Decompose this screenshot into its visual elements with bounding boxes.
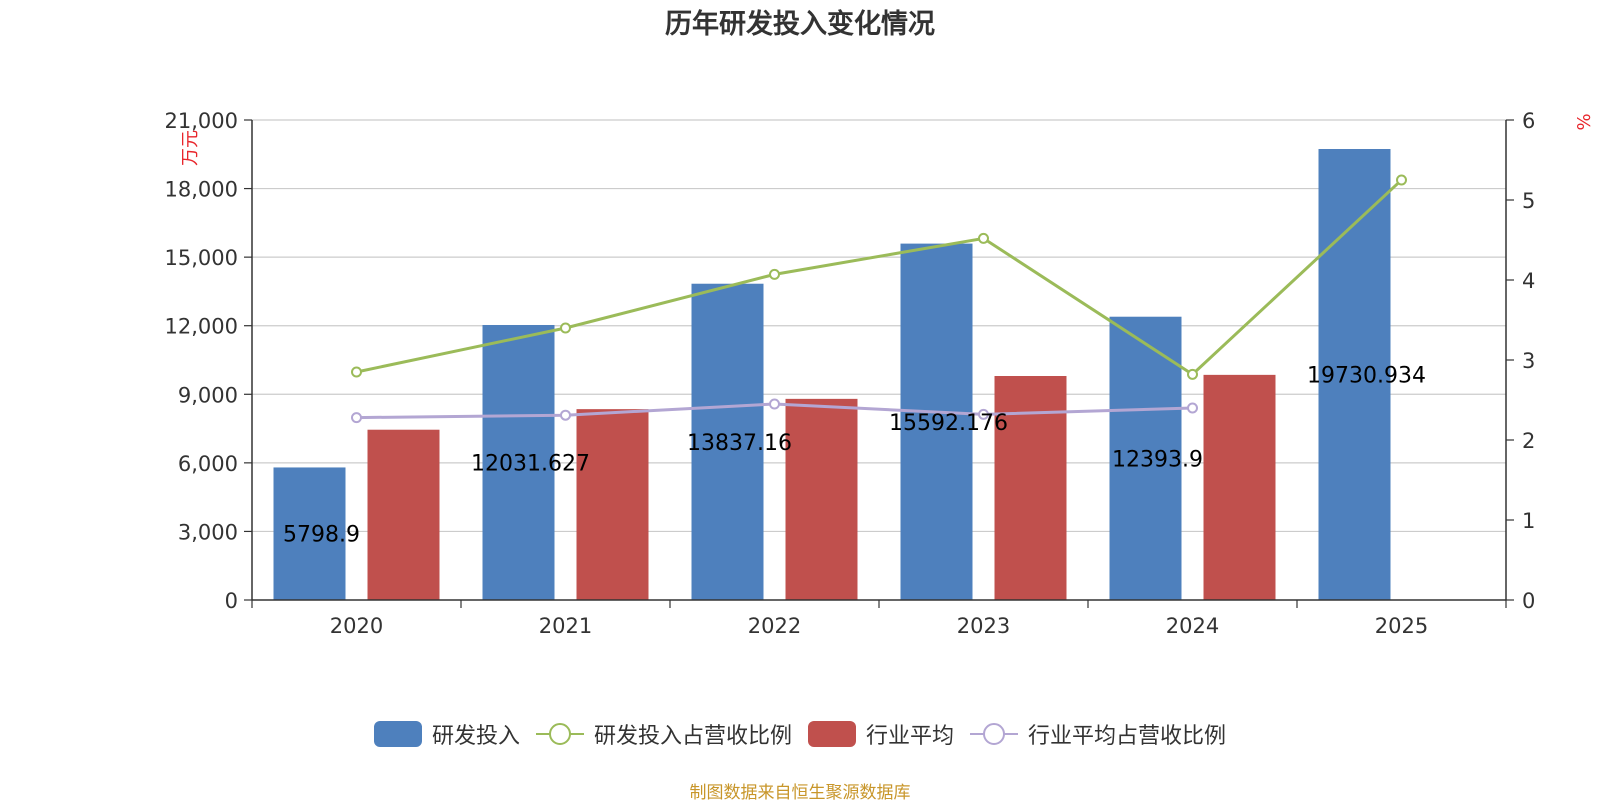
legend-swatch-rd-invest <box>373 721 422 747</box>
x-tick-label: 2020 <box>330 614 383 638</box>
y-right-tick-label: 3 <box>1522 349 1535 373</box>
data-label-rd-invest: 15592.176 <box>889 411 1008 436</box>
data-label-rd-invest: 12393.9 <box>1112 447 1203 472</box>
bar-industry-avg-2021 <box>576 409 649 600</box>
bar-rd-invest-2022 <box>691 283 764 600</box>
legend-label-rd-invest: 研发投入 <box>431 724 520 749</box>
bar-rd-invest-2020 <box>273 467 346 600</box>
y-left-tick-label: 12,000 <box>165 315 238 339</box>
x-tick-label: 2024 <box>1166 614 1219 638</box>
legend-swatch-rd-ratio <box>535 723 584 745</box>
point-rd_ratio <box>978 232 989 244</box>
x-tick-label: 2022 <box>748 614 801 638</box>
legend-swatch-industry-ratio <box>970 723 1019 745</box>
y-left-tick-label: 0 <box>225 589 238 613</box>
y-left-axis-title: 万元 <box>180 130 201 166</box>
line-rd_ratio <box>356 178 1403 377</box>
y-right-tick-label: 6 <box>1522 109 1535 133</box>
y-left-tick-label: 6,000 <box>178 452 238 476</box>
axes: 0 3,000 6,000 9,000 12,000 15,000 18,000 21,000… <box>165 109 1595 638</box>
point-rd_ratio <box>560 322 571 334</box>
bar-rd-invest-2024 <box>1109 316 1182 600</box>
point-industry_ratio <box>769 398 780 410</box>
y-right-tick-label: 2 <box>1522 429 1535 453</box>
series-lines <box>351 174 1407 424</box>
legend-swatch-industry-avg <box>808 721 856 747</box>
chart-title: 历年研发投入变化情况 <box>665 9 935 40</box>
bar-industry-avg-2020 <box>367 429 440 600</box>
y-right-tick-label: 5 <box>1522 189 1535 213</box>
legend-label-industry-ratio: 行业平均占营收比例 <box>1028 724 1227 749</box>
legend-item-rd-ratio[interactable]: 研发投入占营收比例 <box>535 718 792 750</box>
y-right-tick-label: 0 <box>1522 589 1535 613</box>
y-right-tick-label: 4 <box>1522 269 1535 293</box>
data-label-rd-invest: 13837.16 <box>687 431 792 456</box>
y-left-tick-label: 9,000 <box>178 383 238 407</box>
point-industry_ratio <box>560 409 571 421</box>
point-rd_ratio <box>1187 368 1198 380</box>
point-rd_ratio <box>1396 174 1407 186</box>
legend-label-rd-ratio: 研发投入占营收比例 <box>593 724 792 749</box>
y-left-tick-label: 21,000 <box>165 109 238 133</box>
legend-item-industry-avg[interactable]: 行业平均 <box>808 718 954 750</box>
legend-label-industry-avg: 行业平均 <box>866 724 955 749</box>
data-label-rd-invest: 19730.934 <box>1307 364 1426 389</box>
point-rd_ratio <box>769 268 780 280</box>
y-left-tick-label: 3,000 <box>178 520 238 544</box>
bar-industry-avg-2024 <box>1203 374 1276 600</box>
bar-rd-invest-2021 <box>482 324 555 600</box>
bar-industry-avg-2023 <box>994 376 1067 600</box>
bar-industry-avg-2022 <box>785 398 858 600</box>
point-industry_ratio <box>978 408 989 420</box>
data-label-rd-invest: 5798.9 <box>283 523 360 548</box>
y-right-axis-title: % <box>1574 113 1595 130</box>
legend[interactable]: 研发投入 研发投入占营收比例 行业平均 行业平均占营收比例 <box>0 718 1600 750</box>
grid-lines <box>252 119 1506 533</box>
x-tick-label: 2025 <box>1375 614 1428 638</box>
y-left-tick-label: 18,000 <box>165 178 238 202</box>
point-rd_ratio <box>351 366 362 378</box>
bars <box>273 149 1391 601</box>
legend-item-rd-invest[interactable]: 研发投入 <box>373 718 520 750</box>
legend-item-industry-ratio[interactable]: 行业平均占营收比例 <box>970 718 1226 750</box>
data-label-rd-invest: 12031.627 <box>471 451 590 476</box>
point-industry_ratio <box>1187 402 1198 414</box>
data-source-note: 制图数据来自恒生聚源数据库 <box>689 783 911 803</box>
x-tick-label: 2021 <box>539 614 592 638</box>
y-right-tick-label: 1 <box>1522 509 1535 533</box>
y-left-tick-label: 15,000 <box>165 246 238 270</box>
bar-rd-invest-2023 <box>900 243 973 600</box>
x-tick-label: 2023 <box>957 614 1010 638</box>
point-industry_ratio <box>351 412 362 424</box>
data-labels: 5798.9 12031.627 13837.16 15592.176 12393.9 1… <box>283 364 1426 548</box>
